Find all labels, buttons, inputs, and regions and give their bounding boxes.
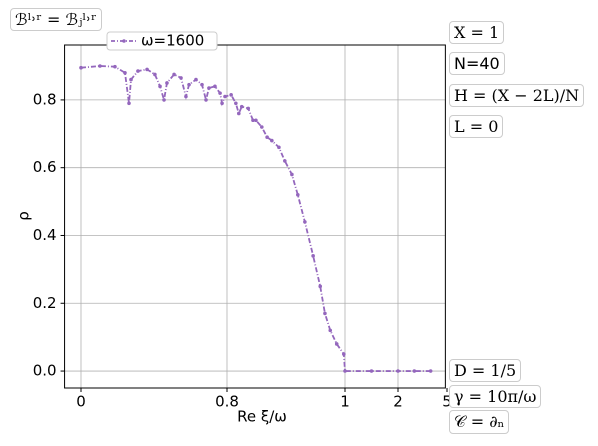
y-tick-label: 0.2 <box>33 294 57 312</box>
point <box>79 65 83 70</box>
point <box>296 193 300 197</box>
annotation: X = 1 <box>449 21 505 44</box>
point <box>254 118 258 123</box>
line <box>80 65 431 372</box>
annotation: H = (X − 2L)/N <box>449 84 585 107</box>
x-tick-label: 1 <box>340 393 350 411</box>
point <box>162 98 166 102</box>
point <box>179 76 183 80</box>
annotation: ℬˡ˒ʳ = ℬⱼˡ˒ʳ <box>10 8 102 31</box>
point <box>334 342 339 346</box>
point <box>229 93 233 97</box>
y-axis-label: ρ <box>15 211 33 221</box>
point <box>234 101 238 106</box>
point <box>412 369 417 373</box>
point <box>194 77 198 82</box>
point <box>323 311 327 316</box>
point <box>303 220 307 224</box>
point <box>277 145 281 150</box>
point <box>220 101 224 106</box>
point <box>270 138 274 143</box>
point <box>223 94 227 99</box>
point <box>237 111 241 116</box>
annotation: D = 1/5 <box>449 359 522 382</box>
point <box>318 284 323 289</box>
point <box>311 254 315 258</box>
point <box>283 159 287 163</box>
annotation: N=40 <box>449 52 505 75</box>
point <box>113 64 117 69</box>
point <box>265 135 269 139</box>
point <box>343 369 347 373</box>
x-tick-label: 2 <box>393 393 403 411</box>
annotation: L = 0 <box>449 115 504 138</box>
legend-box <box>106 31 218 51</box>
plot-frame <box>64 44 446 389</box>
point <box>213 84 217 89</box>
annotation: 𝒞 = ∂ₙ <box>449 410 510 434</box>
point <box>200 82 204 87</box>
point <box>218 91 222 95</box>
point <box>290 172 294 177</box>
legend-label: ω=1600 <box>141 32 204 50</box>
point <box>328 328 333 333</box>
y-tick-label: 0.8 <box>33 90 57 108</box>
point <box>187 82 191 87</box>
point <box>98 64 102 68</box>
point <box>207 86 211 90</box>
point <box>184 94 188 99</box>
point <box>123 70 127 75</box>
point <box>158 84 162 89</box>
point <box>251 118 255 123</box>
point <box>153 72 157 77</box>
point <box>239 104 244 109</box>
legend-marker <box>122 39 126 43</box>
point <box>246 106 251 111</box>
x-tick-label: 0 <box>76 393 86 411</box>
y-tick-label: 0.4 <box>33 226 57 244</box>
point <box>127 101 131 106</box>
point <box>129 77 133 82</box>
point <box>396 369 400 373</box>
annotation: γ = 10π/ω <box>449 385 542 408</box>
y-tick-label: 0.6 <box>33 158 57 176</box>
x-axis-label: Re ξ/ω <box>237 408 287 426</box>
point <box>342 352 346 356</box>
point <box>136 69 140 73</box>
point <box>204 98 208 102</box>
x-tick-label: 0.8 <box>215 393 239 411</box>
point <box>165 81 169 85</box>
point <box>260 125 264 129</box>
y-tick-label: 0.0 <box>33 362 57 380</box>
point <box>145 67 149 72</box>
point <box>172 72 176 77</box>
point <box>428 369 433 373</box>
x-tick-label: 5 <box>442 393 452 411</box>
point <box>369 369 374 373</box>
